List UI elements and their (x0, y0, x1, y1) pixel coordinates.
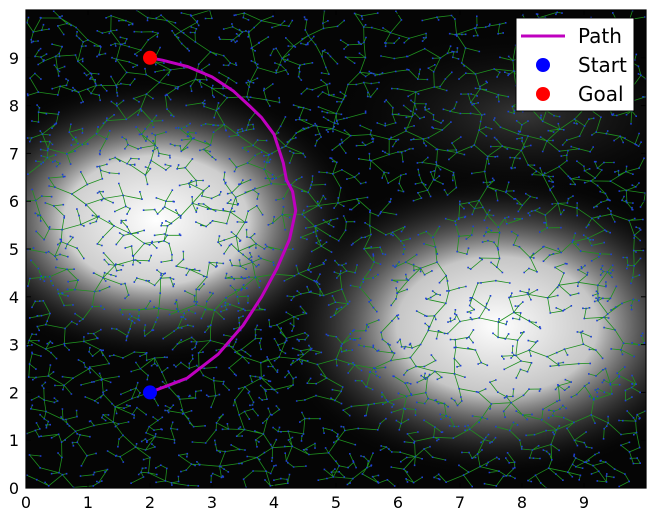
y-tick-label: 7 (9, 144, 19, 163)
path-line (148, 56, 298, 394)
x-tick-label: 4 (269, 493, 279, 512)
x-tick-label: 0 (21, 493, 31, 512)
y-tick-label: 5 (9, 240, 19, 259)
x-tick-label: 7 (455, 493, 465, 512)
legend-path-label: Path (578, 24, 622, 48)
cost-peak (26, 76, 361, 364)
x-tick-label: 2 (145, 493, 155, 512)
x-tick-label: 5 (331, 493, 341, 512)
y-tick-label: 3 (9, 336, 19, 355)
x-tick-label: 1 (83, 493, 93, 512)
legend-goal-label: Goal (578, 82, 624, 106)
x-tick-label: 3 (207, 493, 217, 512)
cost-field (26, 25, 646, 479)
start-marker (143, 385, 157, 400)
y-tick-label: 4 (9, 288, 19, 307)
y-axis: 0 1 2 3 4 5 6 7 8 9 (9, 49, 646, 498)
x-axis: 0 1 2 3 4 5 6 7 8 9 (21, 10, 589, 512)
y-tick-label: 6 (9, 192, 19, 211)
goal-marker (143, 50, 157, 65)
y-tick-label: 0 (9, 479, 19, 498)
x-tick-label: 8 (517, 493, 527, 512)
x-tick-label: 6 (393, 493, 403, 512)
y-tick-label: 9 (9, 49, 19, 68)
x-tick-label: 9 (579, 493, 589, 512)
legend-box (515, 17, 635, 112)
y-tick-label: 1 (9, 431, 19, 450)
legend-start-label: Start (578, 53, 627, 77)
legend-start-swatch (536, 58, 550, 72)
legend: Path Start Goal (515, 17, 635, 112)
cost-peak (274, 172, 646, 479)
legend-goal-swatch (536, 87, 550, 101)
y-tick-label: 8 (9, 97, 19, 116)
y-tick-label: 2 (9, 383, 19, 402)
